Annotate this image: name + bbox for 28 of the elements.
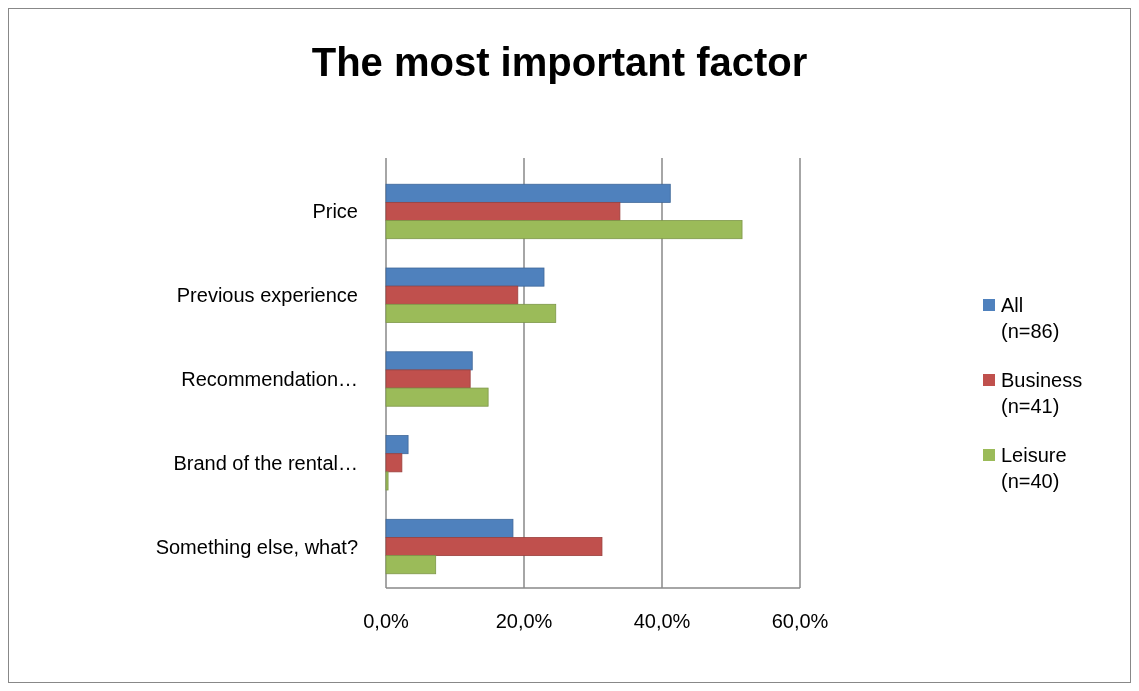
bar	[385, 537, 603, 557]
x-tick-label: 0,0%	[363, 610, 410, 632]
legend-label: Leisure (n=40)	[1001, 444, 1067, 492]
y-tick-label: Brand of the rental…	[173, 451, 358, 474]
x-tick-label: 40,0%	[633, 610, 691, 632]
bar	[385, 453, 403, 473]
chart-title: The most important factor	[311, 40, 808, 84]
legend-label: Business (n=41)	[1001, 369, 1083, 417]
x-tick-label: 20,0%	[495, 610, 553, 632]
bar	[385, 220, 743, 240]
bar	[385, 201, 621, 221]
bar	[385, 369, 471, 389]
bar	[385, 303, 557, 323]
bar	[385, 285, 519, 305]
x-tick-label: 60,0%	[771, 610, 829, 632]
bar	[385, 471, 389, 491]
bar	[385, 555, 437, 575]
y-tick-label: Previous experience	[176, 284, 358, 307]
bar	[385, 518, 514, 538]
legend-label: All (n=86)	[1001, 294, 1060, 342]
bar	[385, 183, 671, 203]
bar	[385, 435, 409, 455]
y-tick-label: Recommendation…	[181, 368, 358, 390]
bar	[385, 267, 545, 287]
y-tick-label: Something else, what?	[155, 535, 358, 558]
y-tick-label: Price	[312, 200, 358, 223]
bar	[385, 387, 489, 407]
bar	[385, 351, 473, 371]
